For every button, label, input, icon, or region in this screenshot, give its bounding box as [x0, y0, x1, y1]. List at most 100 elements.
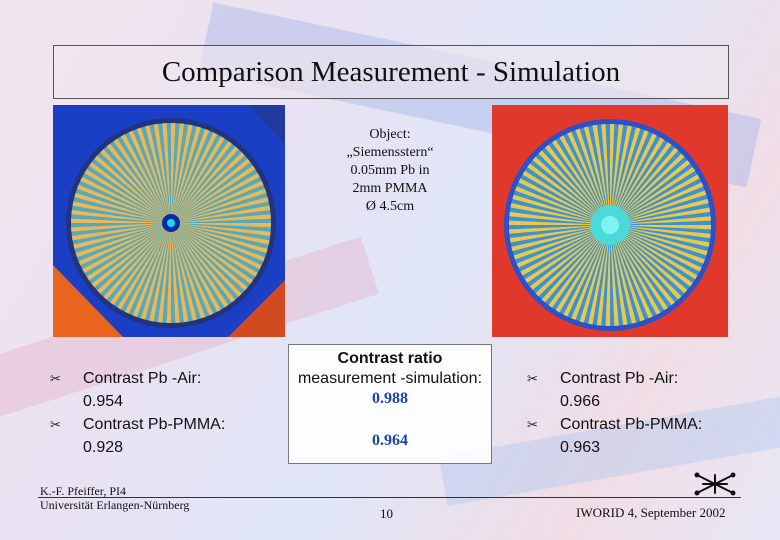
- spoke: [171, 223, 221, 312]
- spoke: [532, 156, 610, 225]
- contrast-ratio-subtitle: measurement -simulation:: [297, 370, 483, 387]
- spoke: [171, 214, 271, 223]
- spoke: [509, 225, 610, 234]
- spoke: [610, 225, 702, 272]
- spoke: [171, 223, 270, 245]
- stat-value: 0.966: [560, 393, 601, 410]
- spoke: [75, 223, 171, 258]
- spoke: [516, 225, 610, 268]
- spoke: [171, 124, 193, 223]
- spoke: [610, 216, 711, 225]
- spoke: [610, 207, 711, 225]
- spoke: [171, 141, 232, 223]
- spoke: [113, 138, 171, 223]
- spoke: [610, 124, 624, 225]
- object-line: Object:: [369, 127, 411, 142]
- spoke: [571, 225, 610, 320]
- spoke: [171, 223, 271, 228]
- spoke: [610, 137, 665, 225]
- spoke: [171, 223, 197, 321]
- spoke: [140, 223, 171, 320]
- spoke: [509, 211, 610, 225]
- spoke: [117, 223, 171, 310]
- spoke: [610, 160, 691, 225]
- spoke: [132, 223, 171, 317]
- spoke: [513, 225, 610, 260]
- spoke: [610, 225, 645, 322]
- spoke: [511, 225, 610, 252]
- spoke: [610, 225, 628, 326]
- spoke: [124, 223, 171, 314]
- spoke: [171, 223, 253, 284]
- contrast-ratio-title: Contrast ratio: [337, 350, 443, 367]
- spoke: [171, 223, 236, 303]
- scissors-icon: ✂: [527, 417, 538, 432]
- spoke: [535, 225, 610, 297]
- spoke: [509, 220, 610, 225]
- spoke: [121, 134, 171, 223]
- stat-value: 0.954: [83, 393, 124, 410]
- slide-title: Comparison Measurement - Simulation: [53, 45, 729, 99]
- spoke: [529, 225, 610, 290]
- spoke: [510, 203, 610, 225]
- spoke: [73, 223, 171, 249]
- spoke: [171, 146, 239, 223]
- spoke: [110, 223, 171, 305]
- spoke: [563, 225, 610, 317]
- measurement-image: [53, 105, 285, 337]
- spoke: [149, 223, 171, 322]
- spoke: [171, 223, 206, 319]
- spoke: [596, 225, 610, 326]
- spoke: [610, 190, 707, 225]
- spoke: [162, 123, 171, 223]
- spoke: [71, 223, 171, 241]
- measurement-stats: ✂ Contrast Pb -Air: 0.954 ✂ Contrast Pb-PM…: [50, 367, 225, 459]
- spoke: [171, 223, 248, 291]
- footer-author: K.-F. Pfeiffer, PI4 Universität Erlangen…: [40, 484, 189, 512]
- spoke: [583, 126, 610, 225]
- spoke: [153, 123, 171, 223]
- spoke: [515, 186, 610, 225]
- spoke: [91, 223, 171, 288]
- spoke: [538, 150, 610, 225]
- spoke: [171, 152, 245, 223]
- spoke: [171, 223, 268, 254]
- spoke: [171, 197, 269, 223]
- spoke: [559, 135, 610, 225]
- spoke: [610, 124, 615, 225]
- spoke: [86, 223, 171, 281]
- contrast-ratio-air: 0.988: [372, 390, 408, 407]
- simulation-image: [492, 105, 728, 337]
- spoke: [74, 192, 171, 223]
- spoke: [588, 225, 610, 325]
- spoke: [171, 223, 214, 316]
- spoke: [82, 223, 171, 273]
- spoke: [545, 144, 610, 225]
- stat-label: Contrast Pb-PMMA:: [560, 416, 703, 433]
- spoke: [171, 129, 210, 223]
- spoke: [145, 125, 171, 223]
- spoke: [524, 225, 610, 283]
- object-description: Object: „Siemensstern“ 0.05mm Pb in 2mm …: [300, 126, 480, 216]
- spoke: [610, 225, 693, 287]
- spoke: [89, 162, 171, 223]
- spoke: [80, 176, 171, 223]
- spoke: [509, 225, 610, 243]
- stat-value: 0.963: [560, 439, 601, 456]
- spoke: [171, 136, 225, 223]
- spoke: [610, 225, 705, 264]
- spoke: [166, 223, 171, 323]
- spoke: [171, 205, 271, 223]
- spoke: [171, 132, 218, 223]
- author-affiliation: Universität Erlangen-Nürnberg: [40, 498, 190, 512]
- stat-label: Contrast Pb-PMMA:: [83, 416, 226, 433]
- scissors-icon: ✂: [527, 371, 538, 386]
- object-line: „Siemensstern“: [346, 145, 434, 160]
- spoke: [171, 188, 267, 223]
- spoke: [171, 158, 251, 223]
- spoke: [610, 225, 675, 306]
- spoke: [610, 127, 641, 225]
- conference-name: IWORID 4, September 2002: [576, 505, 726, 520]
- spoke: [610, 225, 619, 326]
- spoke: [171, 223, 265, 262]
